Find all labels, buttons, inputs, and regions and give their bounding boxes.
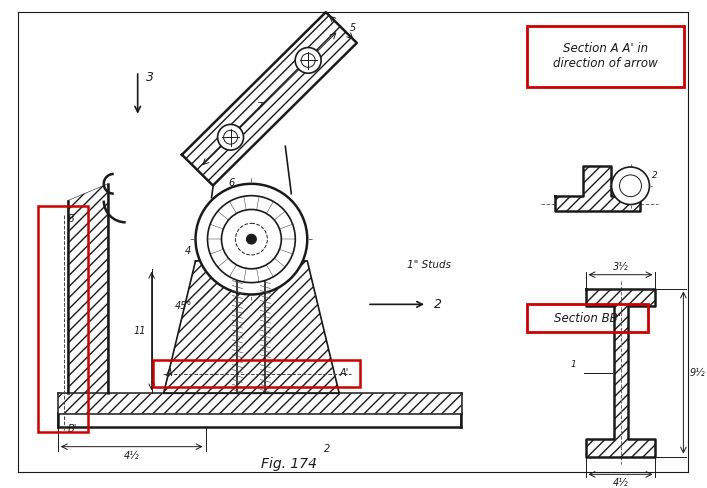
Bar	[527, 26, 684, 87]
Text: A': A'	[340, 367, 349, 378]
Text: 4½: 4½	[124, 450, 139, 461]
Text: 3½: 3½	[613, 262, 629, 272]
Text: Fig. 174: Fig. 174	[262, 457, 317, 471]
Polygon shape	[182, 12, 357, 185]
Text: 7: 7	[256, 102, 262, 112]
Text: 2: 2	[434, 298, 442, 311]
Text: 9½: 9½	[689, 367, 705, 378]
Circle shape	[196, 184, 308, 294]
Circle shape	[296, 47, 321, 73]
Text: A: A	[165, 367, 173, 378]
Polygon shape	[58, 393, 461, 413]
Circle shape	[247, 234, 257, 244]
Polygon shape	[163, 261, 339, 393]
Text: 4: 4	[185, 246, 191, 256]
Text: B: B	[68, 214, 75, 224]
Text: 6: 6	[228, 178, 235, 188]
Bar	[38, 205, 88, 432]
Bar	[527, 305, 648, 332]
Polygon shape	[555, 166, 641, 211]
Text: 2: 2	[324, 444, 330, 454]
Polygon shape	[585, 288, 655, 457]
Polygon shape	[68, 184, 107, 393]
Circle shape	[221, 209, 281, 269]
Bar	[153, 360, 360, 387]
Circle shape	[208, 196, 296, 283]
Text: 5: 5	[350, 22, 356, 33]
Text: 3: 3	[146, 71, 153, 83]
Circle shape	[218, 124, 243, 150]
Text: Section A A' in
direction of arrow: Section A A' in direction of arrow	[553, 42, 658, 70]
Text: 1" Studs: 1" Studs	[407, 260, 451, 270]
Text: Section BB': Section BB'	[554, 312, 621, 325]
Circle shape	[612, 167, 650, 204]
Text: 2: 2	[653, 171, 658, 181]
Text: 45°: 45°	[175, 301, 192, 311]
Text: 1: 1	[571, 360, 576, 369]
Text: B': B'	[68, 424, 77, 434]
Text: 4½: 4½	[613, 478, 629, 488]
Text: 11: 11	[134, 326, 146, 336]
